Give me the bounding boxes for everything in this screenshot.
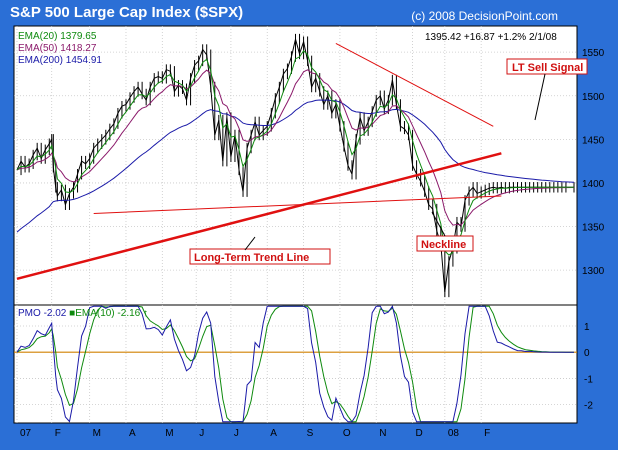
chart-title: S&P 500 Large Cap Index ($SPX) (10, 4, 244, 21)
pmo-grid (14, 305, 577, 423)
price-readout: 1395.42 +16.87 +1.2% 2/1/08 (425, 32, 557, 43)
trendline-0 (16, 152, 502, 281)
pointer-sell-signal (534, 73, 546, 121)
x-tick-label: J (234, 428, 239, 439)
pmo-ytick-label: 1 (584, 322, 590, 333)
price-y-axis: 1300 1350 1400 1450 1500 1550 (582, 48, 605, 277)
title-bar: S&P 500 Large Cap Index ($SPX) (c) 2008 … (0, 0, 618, 26)
x-tick-label: 07 (20, 428, 32, 439)
legend-ema200: EMA(200) 1454.91 (18, 55, 102, 66)
x-tick-label: A (129, 428, 136, 439)
price-ytick-label: 1450 (582, 135, 605, 146)
x-tick-label: S (307, 428, 314, 439)
svg-text:Neckline: Neckline (421, 239, 466, 251)
x-tick-label: M (93, 428, 101, 439)
svg-text:Long-Term Trend Line: Long-Term Trend Line (194, 252, 309, 264)
copyright-text: (c) 2008 DecisionPoint.com (411, 9, 558, 23)
trendline-2 (335, 42, 494, 127)
pointer-trendline (244, 236, 256, 251)
price-ytick-label: 1300 (582, 266, 605, 277)
x-tick-label: F (55, 428, 61, 439)
ema50-line (16, 69, 575, 226)
pmo-line (16, 305, 574, 423)
x-tick-label: J (199, 428, 204, 439)
price-ytick-label: 1400 (582, 179, 605, 190)
legend-ema20: EMA(20) 1379.65 (18, 31, 97, 42)
pointer-neckline (431, 211, 446, 237)
annotation-neckline: Neckline (416, 235, 474, 252)
x-tick-label: A (270, 428, 277, 439)
pmo-panel (13, 304, 578, 424)
pmo-legend: PMO -2.02 ■EMA(10) -2.16 ↑ (18, 308, 148, 319)
x-tick-label: N (379, 428, 386, 439)
x-tick-label: F (484, 428, 490, 439)
trendline-1 (93, 195, 502, 214)
annotation-pointers (244, 73, 546, 251)
price-series-line (16, 38, 574, 292)
ema200-line (16, 99, 575, 233)
legend-ema50: EMA(50) 1418.27 (18, 43, 97, 54)
price-ytick-label: 1350 (582, 223, 605, 234)
x-tick-label: M (165, 428, 173, 439)
price-ytick-label: 1500 (582, 92, 605, 103)
x-tick-label: O (343, 428, 351, 439)
pmo-lines (16, 305, 574, 423)
annotation-long-term-trend-line: Long-Term Trend Line (189, 248, 331, 265)
pmo-ytick-label: -2 (584, 401, 593, 412)
x-axis: 07 F M A M J J A S O N D 08 F (20, 428, 490, 439)
x-tick-label: D (416, 428, 423, 439)
pmo-y-axis: -2 -1 0 1 (584, 322, 593, 412)
svg-text:LT Sell Signal: LT Sell Signal (512, 62, 583, 74)
pmo-ytick-label: -1 (584, 374, 593, 385)
x-tick-label: 08 (448, 428, 460, 439)
annotation-lt-sell-signal: LT Sell Signal (506, 58, 588, 75)
price-ytick-label: 1550 (582, 48, 605, 59)
ema20-line (16, 50, 574, 256)
pmo-ytick-label: 0 (584, 348, 590, 359)
